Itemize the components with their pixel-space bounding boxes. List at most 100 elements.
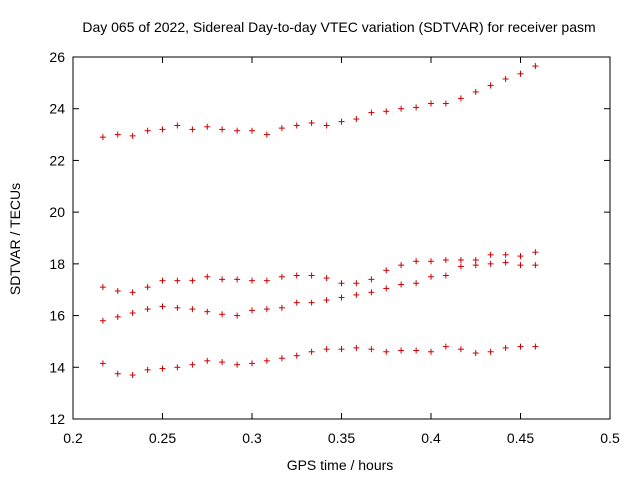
data-point-lower: [368, 346, 375, 353]
data-point-upper: [413, 104, 420, 111]
data-point-lower: [472, 350, 479, 357]
data-point-middle-high: [472, 256, 479, 263]
data-point-middle-high: [234, 276, 241, 283]
data-point-middle-low: [532, 262, 539, 269]
x-tick-label: 0.4: [421, 430, 441, 446]
data-point-lower: [502, 344, 509, 351]
data-point-upper: [442, 100, 449, 107]
data-point-upper: [249, 127, 255, 134]
data-point-lower: [308, 348, 315, 355]
data-point-upper: [308, 119, 315, 126]
y-tick-label: 18: [49, 256, 65, 272]
plot-frame: [72, 56, 611, 420]
data-point-lower: [189, 361, 196, 368]
y-tick-label: 12: [49, 411, 65, 427]
data-point-middle-low: [99, 317, 106, 324]
data-point-upper: [532, 63, 539, 70]
data-point-middle-low: [502, 259, 509, 266]
data-point-lower: [517, 343, 524, 350]
data-point-middle-low: [487, 260, 494, 267]
data-point-upper: [502, 75, 509, 82]
data-point-middle-high: [338, 280, 345, 287]
data-point-upper: [487, 82, 494, 89]
data-point-middle-high: [308, 272, 315, 279]
x-tick-label: 0.35: [328, 430, 355, 446]
data-point-upper: [99, 134, 106, 141]
data-point-middle-low: [428, 273, 434, 280]
data-point-upper: [159, 126, 166, 133]
data-point-lower: [413, 347, 420, 354]
data-point-lower: [383, 348, 390, 355]
data-point-upper: [398, 105, 405, 112]
data-point-lower: [442, 343, 449, 350]
data-point-middle-low: [472, 262, 479, 269]
y-tick-label: 26: [49, 49, 65, 65]
data-point-middle-low: [219, 311, 226, 318]
data-point-upper: [114, 131, 121, 138]
data-point-middle-high: [532, 249, 539, 256]
data-point-upper: [278, 125, 285, 132]
data-point-upper: [234, 127, 241, 134]
x-tick-label: 0.2: [63, 430, 83, 446]
data-point-lower: [353, 344, 360, 351]
data-point-lower: [398, 347, 405, 354]
x-tick-label: 0.3: [242, 430, 262, 446]
data-point-middle-low: [353, 291, 360, 298]
data-point-lower: [144, 366, 151, 373]
data-point-middle-low: [323, 297, 330, 304]
data-point-middle-low: [249, 307, 255, 314]
data-point-upper: [338, 118, 345, 125]
data-point-middle-low: [114, 313, 121, 320]
data-point-upper: [517, 70, 524, 77]
data-point-middle-high: [517, 253, 524, 260]
data-point-lower: [174, 364, 181, 371]
data-point-middle-low: [204, 308, 211, 315]
data-point-lower: [323, 346, 330, 353]
data-point-middle-high: [368, 276, 375, 283]
x-tick-label: 0.25: [149, 430, 176, 446]
y-tick-label: 16: [49, 308, 65, 324]
data-point-upper: [368, 109, 375, 116]
data-point-lower: [114, 370, 121, 377]
data-point-middle-high: [398, 262, 405, 269]
data-point-middle-high: [278, 273, 285, 280]
data-point-middle-high: [159, 277, 166, 284]
data-point-upper: [144, 127, 151, 134]
data-point-middle-low: [368, 289, 375, 296]
data-point-middle-low: [442, 272, 449, 279]
data-point-middle-low: [338, 294, 345, 301]
data-point-middle-high: [502, 251, 509, 258]
data-point-lower: [204, 357, 211, 364]
data-points: [99, 63, 539, 379]
data-point-middle-high: [413, 258, 420, 265]
x-axis-label: GPS time / hours: [287, 457, 394, 473]
data-point-lower: [263, 357, 270, 364]
data-point-middle-low: [159, 303, 166, 310]
data-point-middle-low: [189, 306, 196, 313]
data-point-middle-high: [383, 267, 390, 274]
data-point-lower: [428, 348, 434, 355]
data-point-middle-high: [487, 251, 494, 258]
data-point-upper: [174, 122, 181, 129]
data-point-lower: [219, 359, 226, 366]
data-point-upper: [263, 131, 270, 138]
data-point-lower: [234, 361, 241, 368]
data-point-upper: [457, 95, 464, 102]
data-point-middle-low: [129, 309, 136, 316]
data-point-middle-high: [174, 277, 181, 284]
data-point-middle-low: [398, 281, 405, 288]
data-point-middle-high: [114, 288, 121, 295]
data-point-upper: [353, 116, 360, 123]
data-point-lower: [338, 346, 345, 353]
data-point-middle-high: [129, 289, 136, 296]
y-tick-label: 14: [49, 359, 65, 375]
y-tick-label: 24: [49, 101, 65, 117]
y-tick-label: 20: [49, 204, 65, 220]
data-point-upper: [189, 126, 196, 133]
data-point-middle-low: [413, 280, 420, 287]
data-point-middle-high: [457, 256, 464, 263]
data-point-middle-high: [353, 280, 360, 287]
data-point-middle-high: [204, 273, 211, 280]
data-point-middle-high: [189, 277, 196, 284]
data-point-lower: [457, 346, 464, 353]
